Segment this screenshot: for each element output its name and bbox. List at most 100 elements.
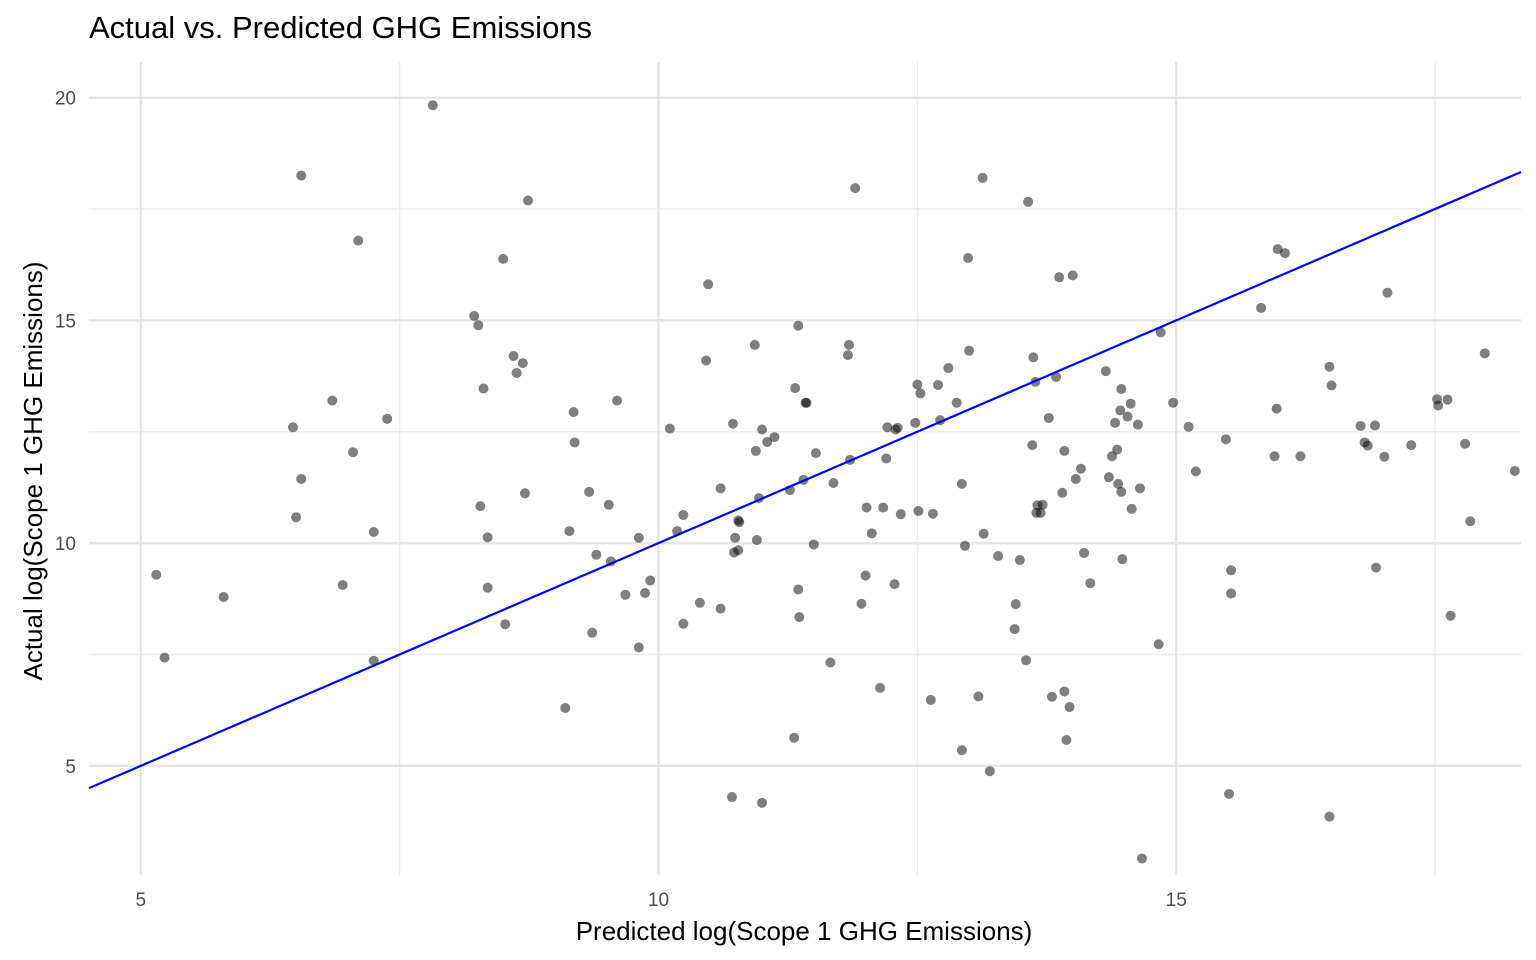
data-point	[353, 235, 364, 246]
data-point	[810, 448, 821, 459]
data-point	[1326, 380, 1337, 391]
data-point	[498, 253, 509, 264]
data-point	[793, 320, 804, 331]
data-point	[500, 619, 511, 630]
data-point	[591, 549, 602, 560]
data-point	[1433, 400, 1444, 411]
grid	[89, 62, 1521, 875]
data-point	[1379, 451, 1390, 462]
data-point	[1057, 487, 1068, 498]
data-point	[640, 588, 651, 599]
y-tick-label: 15	[55, 311, 76, 332]
data-point	[587, 627, 598, 638]
data-point	[1226, 588, 1237, 599]
data-point	[348, 447, 359, 458]
data-point	[1110, 417, 1121, 428]
data-point	[808, 539, 819, 550]
data-point	[1122, 411, 1133, 422]
reference-line-layer	[88, 171, 1522, 790]
data-point	[769, 432, 780, 443]
x-tick-label: 15	[1166, 890, 1187, 911]
data-point	[1023, 196, 1034, 207]
data-point	[482, 582, 493, 593]
data-point	[1382, 287, 1393, 298]
data-point	[715, 483, 726, 494]
chart-title: Actual vs. Predicted GHG Emissions	[89, 10, 593, 45]
data-point	[1271, 403, 1282, 414]
data-point	[1067, 270, 1078, 281]
data-point	[1075, 463, 1086, 474]
data-point	[1115, 405, 1126, 416]
data-point	[825, 657, 836, 668]
data-point	[978, 528, 989, 539]
data-point	[751, 534, 762, 545]
data-point	[844, 339, 855, 350]
data-point	[1406, 440, 1417, 451]
data-point	[382, 413, 393, 424]
data-point	[733, 545, 744, 556]
data-point	[913, 506, 924, 517]
data-point	[1037, 499, 1048, 510]
data-point	[1028, 352, 1039, 363]
data-point	[925, 694, 936, 705]
data-point	[519, 488, 530, 499]
data-point	[733, 515, 744, 526]
data-point	[1117, 554, 1128, 565]
data-point	[1183, 421, 1194, 432]
data-point	[482, 532, 493, 543]
data-point	[1509, 465, 1520, 476]
y-tick-label: 20	[55, 89, 76, 110]
data-point	[701, 355, 712, 366]
x-axis-title: Predicted log(Scope 1 GHG Emissions)	[576, 916, 1033, 946]
data-point	[1010, 599, 1021, 610]
data-point	[977, 172, 988, 183]
data-point	[703, 279, 714, 290]
data-point	[1465, 516, 1476, 527]
data-point	[963, 253, 974, 264]
data-point	[664, 423, 675, 434]
data-point	[337, 579, 348, 590]
data-point	[912, 379, 923, 390]
data-point	[749, 339, 760, 350]
data-point	[1113, 478, 1124, 489]
data-point	[973, 691, 984, 702]
data-points	[151, 100, 1520, 864]
data-point	[620, 589, 631, 600]
data-point	[1371, 562, 1382, 573]
data-point	[856, 598, 867, 609]
data-point	[1479, 348, 1490, 359]
data-point	[478, 383, 489, 394]
data-point	[560, 702, 571, 713]
data-point	[861, 502, 872, 513]
data-point	[151, 569, 162, 580]
data-point	[1153, 639, 1164, 650]
data-point	[427, 100, 438, 111]
data-point	[1137, 853, 1148, 864]
data-point	[1220, 434, 1231, 445]
data-point	[1355, 420, 1366, 431]
data-point	[523, 195, 534, 206]
data-point	[327, 395, 338, 406]
data-point	[1256, 302, 1267, 313]
data-point	[296, 473, 307, 484]
data-point	[828, 477, 839, 488]
data-point	[508, 351, 519, 362]
data-point	[927, 508, 938, 519]
data-point	[1064, 702, 1075, 713]
reference-line	[88, 171, 1522, 790]
data-point	[1269, 451, 1280, 462]
data-point	[1362, 440, 1373, 451]
data-point	[727, 792, 738, 803]
data-point	[1085, 578, 1096, 589]
data-point	[1134, 483, 1145, 494]
data-point	[568, 407, 579, 418]
data-point	[469, 310, 480, 321]
data-point	[1324, 811, 1335, 822]
data-point	[892, 422, 903, 433]
data-point	[1126, 503, 1137, 514]
data-point	[1116, 383, 1127, 394]
data-point	[1079, 547, 1090, 558]
data-point	[1279, 248, 1290, 259]
data-point	[789, 732, 800, 743]
